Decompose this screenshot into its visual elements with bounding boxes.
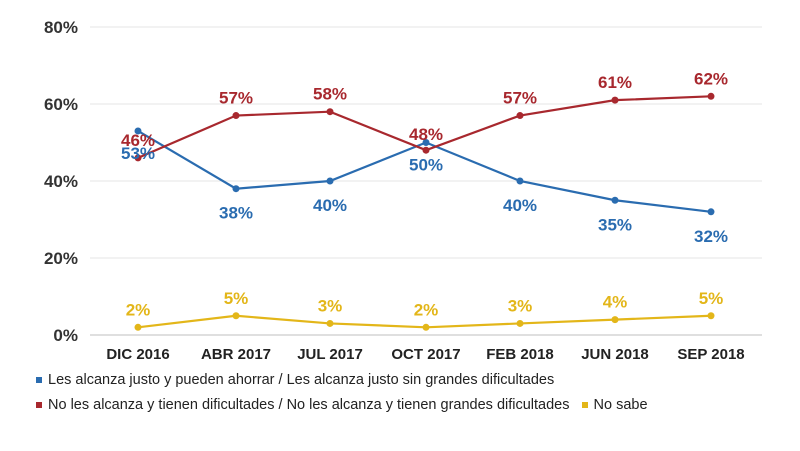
y-tick-label: 20%	[44, 249, 78, 268]
data-point	[232, 312, 240, 320]
y-tick-label: 80%	[44, 18, 78, 37]
x-tick-label: ABR 2017	[201, 346, 271, 363]
data-label: 53%	[121, 144, 155, 163]
legend-label-series-2: No les alcanza y tienen dificultades / N…	[48, 397, 570, 414]
legend-row-2: No les alcanza y tienen dificultades / N…	[36, 397, 796, 413]
data-label: 4%	[603, 293, 628, 312]
data-label: 35%	[598, 215, 632, 234]
data-point	[134, 154, 142, 162]
x-tick-label: DIC 2016	[106, 346, 169, 363]
x-tick-label: SEP 2018	[677, 346, 744, 363]
data-point	[134, 323, 142, 331]
data-point	[326, 319, 334, 327]
data-label: 57%	[219, 89, 253, 108]
y-axis-tick-labels: 0% 20% 40% 60% 80%	[44, 18, 78, 345]
data-label: 3%	[318, 296, 343, 315]
legend-row-1: Les alcanza justo y pueden ahorrar / Les…	[36, 372, 796, 388]
x-axis-tick-labels: DIC 2016 ABR 2017 JUL 2017 OCT 2017 FEB 2018…	[106, 346, 744, 363]
x-tick-label: JUL 2017	[297, 346, 363, 363]
data-point	[516, 319, 524, 327]
data-point	[707, 312, 715, 320]
legend-label-series-1: Les alcanza justo y pueden ahorrar / Les…	[48, 372, 555, 389]
data-label: 38%	[219, 204, 253, 223]
legend-label-series-3: No sabe	[593, 397, 648, 414]
data-point	[232, 185, 240, 193]
data-point	[422, 323, 430, 331]
data-label: 58%	[313, 85, 347, 104]
series-lines	[134, 92, 715, 331]
y-tick-label: 0%	[53, 326, 78, 345]
data-label: 61%	[598, 73, 632, 92]
data-label: 62%	[694, 69, 728, 88]
y-tick-label: 60%	[44, 95, 78, 114]
data-point	[422, 146, 430, 154]
legend-swatch-yellow	[581, 402, 588, 409]
data-point	[611, 316, 619, 324]
data-point	[516, 112, 524, 120]
data-label: 40%	[503, 196, 537, 215]
x-tick-label: JUN 2018	[581, 346, 649, 363]
data-point	[232, 112, 240, 120]
data-labels: 53% 38% 40% 50% 40% 35% 32% 46% 57% 58% 48% 57% 61% 6…	[121, 69, 728, 319]
data-label: 2%	[126, 300, 151, 319]
data-label: 50%	[409, 156, 443, 175]
data-label: 40%	[313, 196, 347, 215]
data-label: 57%	[503, 89, 537, 108]
data-point	[134, 127, 142, 135]
data-point	[516, 177, 524, 185]
y-tick-label: 40%	[44, 172, 78, 191]
x-tick-label: FEB 2018	[486, 346, 554, 363]
data-point	[326, 177, 334, 185]
data-point	[326, 108, 334, 116]
data-point	[611, 196, 619, 204]
data-point	[422, 139, 430, 146]
data-label: 46%	[121, 131, 155, 150]
x-tick-label: OCT 2017	[391, 346, 460, 363]
data-point	[707, 92, 715, 100]
data-label: 3%	[508, 296, 533, 315]
data-label: 2%	[414, 300, 439, 319]
data-label: 5%	[224, 289, 249, 308]
data-label: 32%	[694, 227, 728, 246]
grid-lines	[90, 26, 762, 336]
data-point	[611, 96, 619, 104]
data-point	[707, 208, 715, 216]
legend-swatch-red	[36, 402, 42, 409]
legend-swatch-blue	[36, 377, 42, 384]
data-label: 48%	[409, 125, 443, 144]
data-label: 5%	[699, 289, 724, 308]
